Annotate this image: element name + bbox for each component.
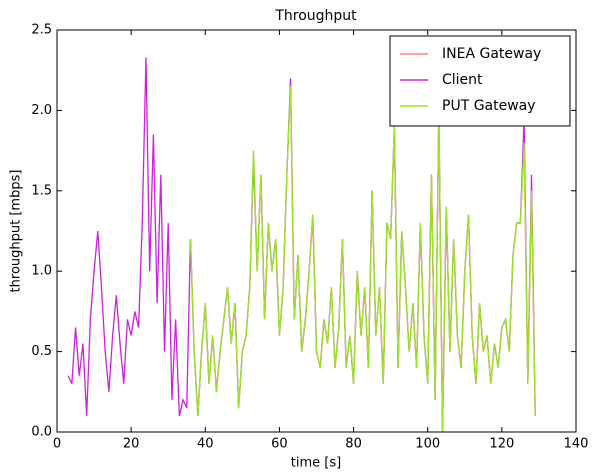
series-line	[189, 86, 536, 433]
x-tick-label: 140	[564, 437, 589, 452]
legend-label: INEA Gateway	[442, 46, 541, 62]
x-axis-label: time [s]	[291, 456, 341, 471]
legend-label: PUT Gateway	[442, 98, 536, 114]
legend-box	[389, 35, 571, 127]
y-tick-label: 2.5	[31, 23, 52, 38]
x-tick-label: 20	[123, 437, 140, 452]
x-tick-label: 120	[489, 437, 514, 452]
legend: INEA Gateway Client PUT Gateway	[389, 35, 571, 127]
x-tick-label: 80	[345, 437, 362, 452]
legend-label: Client	[442, 72, 483, 88]
x-tick-label: 100	[415, 437, 440, 452]
y-tick-label: 0.5	[31, 344, 52, 359]
plot-frame	[56, 29, 577, 433]
x-tick-label: 0	[53, 437, 61, 452]
y-tick-label: 1.0	[31, 264, 52, 279]
y-tick-label: 1.5	[31, 183, 52, 198]
x-tick-label: 40	[197, 437, 214, 452]
y-tick-label: 0.0	[31, 425, 52, 440]
series-line	[189, 86, 536, 433]
chart-title: Throughput	[274, 8, 357, 24]
y-axis-label: throughput [mbps]	[9, 170, 24, 293]
y-tick-label: 2.0	[31, 103, 52, 118]
x-tick-label: 60	[271, 437, 288, 452]
